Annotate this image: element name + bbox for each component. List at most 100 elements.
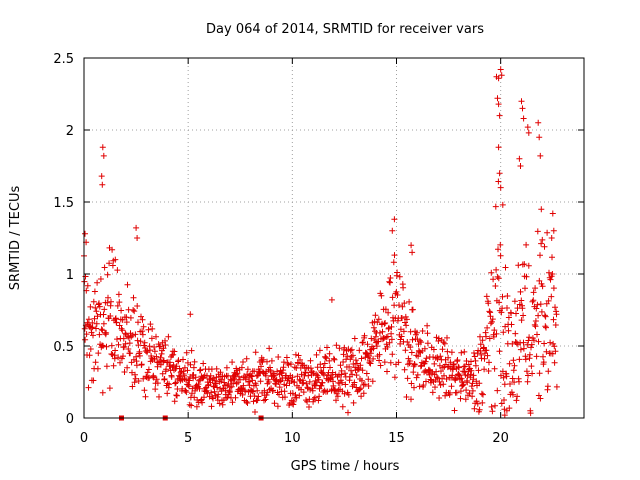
data-point bbox=[186, 401, 193, 408]
data-point bbox=[359, 367, 366, 374]
data-point bbox=[535, 312, 542, 319]
data-point bbox=[104, 299, 111, 306]
data-point bbox=[517, 288, 524, 295]
data-point bbox=[514, 393, 521, 400]
data-point bbox=[535, 392, 542, 399]
data-point bbox=[357, 362, 364, 369]
data-point bbox=[537, 252, 543, 259]
data-point bbox=[330, 382, 337, 389]
data-point bbox=[354, 360, 360, 367]
data-point bbox=[85, 384, 92, 391]
data-point bbox=[302, 369, 309, 376]
data-point bbox=[451, 407, 458, 414]
data-point bbox=[376, 329, 383, 336]
data-point bbox=[497, 241, 504, 248]
data-point bbox=[461, 348, 468, 355]
data-point bbox=[510, 391, 516, 398]
data-point bbox=[314, 364, 321, 371]
data-point bbox=[115, 354, 122, 361]
data-point bbox=[186, 383, 192, 390]
data-point bbox=[213, 365, 220, 372]
data-point bbox=[369, 378, 376, 385]
data-point bbox=[447, 359, 454, 366]
data-point bbox=[123, 319, 130, 326]
data-point bbox=[376, 357, 383, 364]
data-point bbox=[386, 339, 393, 346]
data-point bbox=[321, 371, 327, 378]
data-point bbox=[199, 399, 206, 406]
data-point bbox=[497, 184, 504, 191]
data-point bbox=[549, 254, 555, 261]
data-point bbox=[401, 366, 408, 373]
data-point bbox=[163, 366, 170, 373]
data-point bbox=[103, 343, 110, 350]
data-point bbox=[210, 375, 217, 382]
data-point bbox=[381, 320, 388, 327]
data-point bbox=[333, 397, 339, 404]
data-point bbox=[388, 323, 395, 330]
data-point bbox=[141, 339, 148, 346]
data-point bbox=[157, 343, 164, 350]
data-point bbox=[461, 369, 468, 375]
data-point bbox=[219, 401, 226, 408]
data-point bbox=[106, 260, 113, 267]
data-point bbox=[391, 374, 398, 381]
data-point bbox=[542, 313, 549, 320]
data-point bbox=[409, 306, 416, 313]
data-point bbox=[552, 304, 558, 311]
data-point bbox=[437, 353, 444, 360]
data-point bbox=[510, 367, 517, 374]
data-point bbox=[540, 359, 547, 366]
data-point bbox=[390, 259, 397, 266]
data-point bbox=[402, 319, 408, 326]
data-point bbox=[495, 246, 501, 253]
data-point bbox=[322, 354, 329, 361]
y-tick-label: 2.5 bbox=[53, 52, 74, 67]
data-point bbox=[441, 372, 447, 379]
data-point bbox=[434, 356, 441, 362]
data-point bbox=[534, 228, 541, 235]
data-point bbox=[216, 400, 223, 407]
data-point bbox=[139, 328, 146, 335]
data-point bbox=[490, 276, 497, 283]
data-point bbox=[244, 400, 251, 406]
data-point bbox=[338, 367, 345, 374]
data-point bbox=[168, 373, 175, 380]
data-point bbox=[107, 313, 114, 319]
data-point bbox=[384, 333, 391, 340]
data-point bbox=[310, 398, 317, 405]
data-point bbox=[133, 224, 140, 231]
data-point bbox=[131, 308, 138, 315]
data-point bbox=[517, 346, 524, 353]
data-point bbox=[444, 348, 451, 355]
data-point bbox=[478, 390, 485, 397]
data-point bbox=[370, 355, 377, 362]
data-point bbox=[475, 367, 482, 374]
data-point bbox=[306, 378, 313, 385]
data-point bbox=[250, 388, 257, 395]
data-point bbox=[393, 288, 400, 295]
data-point bbox=[135, 319, 141, 326]
data-point bbox=[508, 321, 515, 328]
data-point bbox=[266, 345, 273, 352]
data-point bbox=[117, 359, 123, 366]
data-point bbox=[509, 340, 516, 347]
data-point bbox=[488, 269, 495, 276]
data-point bbox=[550, 227, 557, 234]
data-point bbox=[288, 361, 294, 368]
data-point bbox=[487, 320, 494, 327]
data-point bbox=[183, 389, 190, 396]
data-point bbox=[541, 243, 548, 250]
data-point bbox=[488, 403, 495, 410]
data-point bbox=[300, 389, 307, 396]
data-point bbox=[122, 340, 129, 347]
data-point bbox=[139, 316, 146, 323]
data-point bbox=[197, 366, 204, 373]
data-point bbox=[479, 399, 486, 406]
data-point bbox=[493, 266, 500, 273]
data-point bbox=[109, 246, 116, 253]
data-point bbox=[468, 367, 475, 374]
data-point bbox=[114, 267, 121, 274]
data-point bbox=[491, 365, 498, 372]
data-point bbox=[531, 321, 538, 328]
